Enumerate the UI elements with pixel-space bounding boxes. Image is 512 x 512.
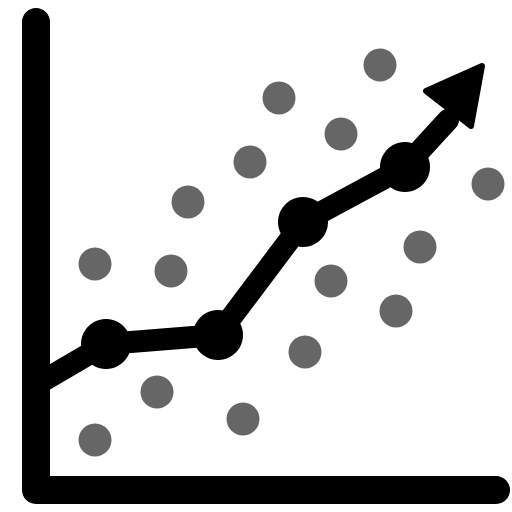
scatter-point [379,294,413,328]
scatter-points [78,48,505,457]
scatter-point [363,48,397,82]
scatter-point [324,117,358,151]
trend-node [81,319,131,369]
trend-node [278,197,328,247]
trend-nodes [81,142,430,369]
scatter-point [314,264,348,298]
scatter-point [78,247,112,281]
scatter-point [226,402,260,436]
scatter-point [288,335,322,369]
scatter-point [171,185,205,219]
scatter-point [154,254,188,288]
scatter-point [233,145,267,179]
scatter-point [262,81,296,115]
scatter-point [403,230,437,264]
scatter-point [140,375,174,409]
arrow-head-icon [423,63,485,129]
trend-node [380,142,430,192]
scatter-point [78,423,112,457]
scatter-point [471,167,505,201]
chart-axes [22,8,510,504]
trend-node [193,310,243,360]
